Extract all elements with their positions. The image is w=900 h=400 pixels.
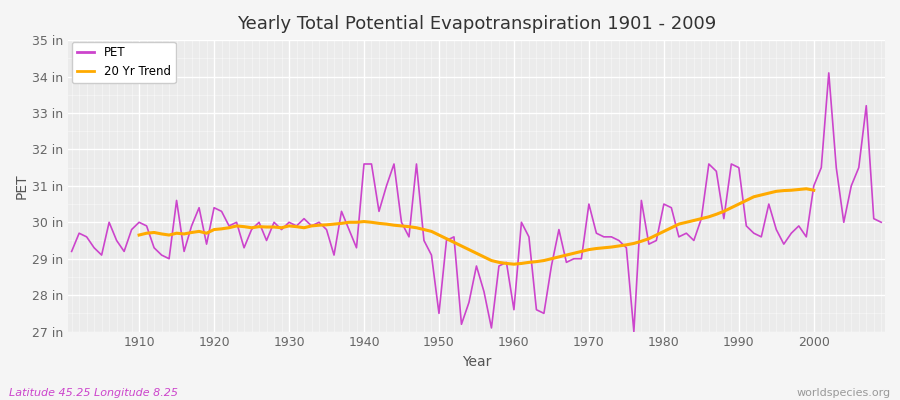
20 Yr Trend	[134, 233, 145, 238]
Line: 20 Yr Trend: 20 Yr Trend	[140, 189, 814, 264]
20 Yr Trend	[508, 262, 519, 266]
20 Yr Trend	[801, 186, 812, 191]
Title: Yearly Total Potential Evapotranspiration 1901 - 2009: Yearly Total Potential Evapotranspiratio…	[237, 15, 716, 33]
PET	[628, 329, 639, 334]
20 Yr Trend	[306, 224, 317, 228]
Text: Latitude 45.25 Longitude 8.25: Latitude 45.25 Longitude 8.25	[9, 388, 178, 398]
X-axis label: Year: Year	[462, 355, 491, 369]
PET	[501, 260, 512, 265]
20 Yr Trend	[291, 224, 302, 229]
20 Yr Trend	[711, 212, 722, 217]
20 Yr Trend	[808, 188, 819, 193]
PET	[336, 209, 346, 214]
Y-axis label: PET: PET	[15, 173, 29, 199]
20 Yr Trend	[794, 187, 805, 192]
PET	[824, 70, 834, 75]
Legend: PET, 20 Yr Trend: PET, 20 Yr Trend	[72, 42, 176, 83]
PET	[291, 224, 302, 228]
PET	[67, 249, 77, 254]
Text: worldspecies.org: worldspecies.org	[796, 388, 891, 398]
PET	[876, 220, 886, 225]
Line: PET: PET	[72, 73, 881, 332]
20 Yr Trend	[216, 226, 227, 231]
PET	[598, 234, 609, 239]
PET	[126, 227, 137, 232]
PET	[508, 307, 519, 312]
20 Yr Trend	[531, 259, 542, 264]
